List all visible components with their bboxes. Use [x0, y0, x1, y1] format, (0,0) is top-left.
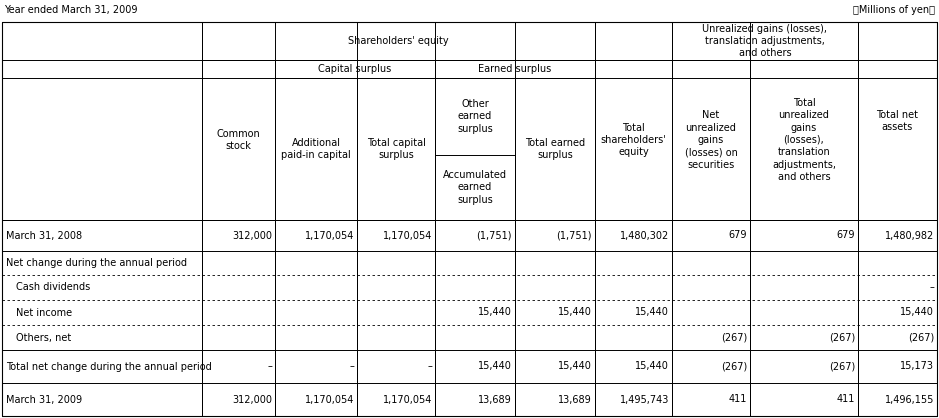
Bar: [672, 60, 750, 220]
Text: 1,480,982: 1,480,982: [885, 230, 934, 240]
Bar: [595, 60, 672, 220]
Text: 15,440: 15,440: [558, 308, 592, 318]
Text: Net change during the annual period: Net change during the annual period: [6, 258, 187, 268]
Text: Total net change during the annual period: Total net change during the annual perio…: [6, 362, 212, 372]
Text: 15,440: 15,440: [901, 308, 934, 318]
Text: (267): (267): [908, 332, 934, 342]
Text: Capital surplus: Capital surplus: [318, 64, 392, 74]
Bar: [435, 78, 515, 220]
Bar: [750, 60, 858, 220]
Text: –: –: [349, 362, 354, 372]
Bar: [2, 22, 202, 220]
Text: (267): (267): [829, 362, 855, 372]
Text: 312,000: 312,000: [232, 230, 272, 240]
Bar: [202, 60, 275, 220]
Text: 679: 679: [837, 230, 855, 240]
Text: March 31, 2009: March 31, 2009: [6, 395, 82, 405]
Text: 411: 411: [729, 395, 747, 405]
Bar: [357, 78, 435, 220]
Text: Total net
assets: Total net assets: [876, 110, 918, 132]
Text: Total capital
surplus: Total capital surplus: [366, 138, 425, 160]
Text: Net income: Net income: [16, 308, 72, 318]
Text: Total earned
surplus: Total earned surplus: [525, 138, 585, 160]
Text: (267): (267): [721, 332, 747, 342]
Text: 1,170,054: 1,170,054: [304, 395, 354, 405]
Text: Other
earned
surplus: Other earned surplus: [457, 99, 493, 134]
Bar: [275, 60, 435, 78]
Text: (1,751): (1,751): [476, 230, 512, 240]
Text: Total
shareholders'
equity: Total shareholders' equity: [601, 122, 667, 158]
Text: (1,751): (1,751): [557, 230, 592, 240]
Text: 1,495,743: 1,495,743: [620, 395, 669, 405]
Text: 15,173: 15,173: [900, 362, 934, 372]
Bar: [515, 78, 595, 220]
Text: Cash dividends: Cash dividends: [16, 283, 90, 293]
Text: 13,689: 13,689: [478, 395, 512, 405]
Text: 15,440: 15,440: [478, 362, 512, 372]
Bar: [858, 22, 937, 220]
Text: 15,440: 15,440: [635, 308, 669, 318]
Text: Others, net: Others, net: [16, 332, 71, 342]
Text: 411: 411: [837, 395, 855, 405]
Bar: [202, 22, 595, 60]
Text: Total
unrealized
gains
(losses),
translation
adjustments,
and others: Total unrealized gains (losses), transla…: [772, 98, 836, 182]
Text: Common
stock: Common stock: [217, 129, 260, 151]
Text: 1,170,054: 1,170,054: [382, 230, 432, 240]
Bar: [435, 60, 595, 78]
Bar: [672, 22, 858, 60]
Text: 1,170,054: 1,170,054: [304, 230, 354, 240]
Text: Net
unrealized
gains
(losses) on
securities: Net unrealized gains (losses) on securit…: [685, 110, 737, 170]
Text: Year ended March 31, 2009: Year ended March 31, 2009: [4, 5, 137, 15]
Text: 679: 679: [729, 230, 747, 240]
Text: （Millions of yen）: （Millions of yen）: [853, 5, 935, 15]
Text: (267): (267): [829, 332, 855, 342]
Text: 15,440: 15,440: [635, 362, 669, 372]
Text: 15,440: 15,440: [558, 362, 592, 372]
Text: Shareholders' equity: Shareholders' equity: [348, 36, 449, 46]
Text: Unrealized gains (losses),
translation adjustments,
and others: Unrealized gains (losses), translation a…: [702, 23, 827, 59]
Text: –: –: [267, 362, 272, 372]
Text: 1,170,054: 1,170,054: [382, 395, 432, 405]
Text: Accumulated
earned
surplus: Accumulated earned surplus: [443, 170, 507, 205]
Text: Earned surplus: Earned surplus: [478, 64, 551, 74]
Text: –: –: [427, 362, 432, 372]
Text: –: –: [929, 283, 934, 293]
Bar: [275, 78, 357, 220]
Text: 13,689: 13,689: [559, 395, 592, 405]
Text: 312,000: 312,000: [232, 395, 272, 405]
Text: 1,496,155: 1,496,155: [885, 395, 934, 405]
Text: 1,480,302: 1,480,302: [620, 230, 669, 240]
Text: 15,440: 15,440: [478, 308, 512, 318]
Text: March 31, 2008: March 31, 2008: [6, 230, 82, 240]
Text: (267): (267): [721, 362, 747, 372]
Text: Additional
paid-in capital: Additional paid-in capital: [281, 138, 351, 160]
